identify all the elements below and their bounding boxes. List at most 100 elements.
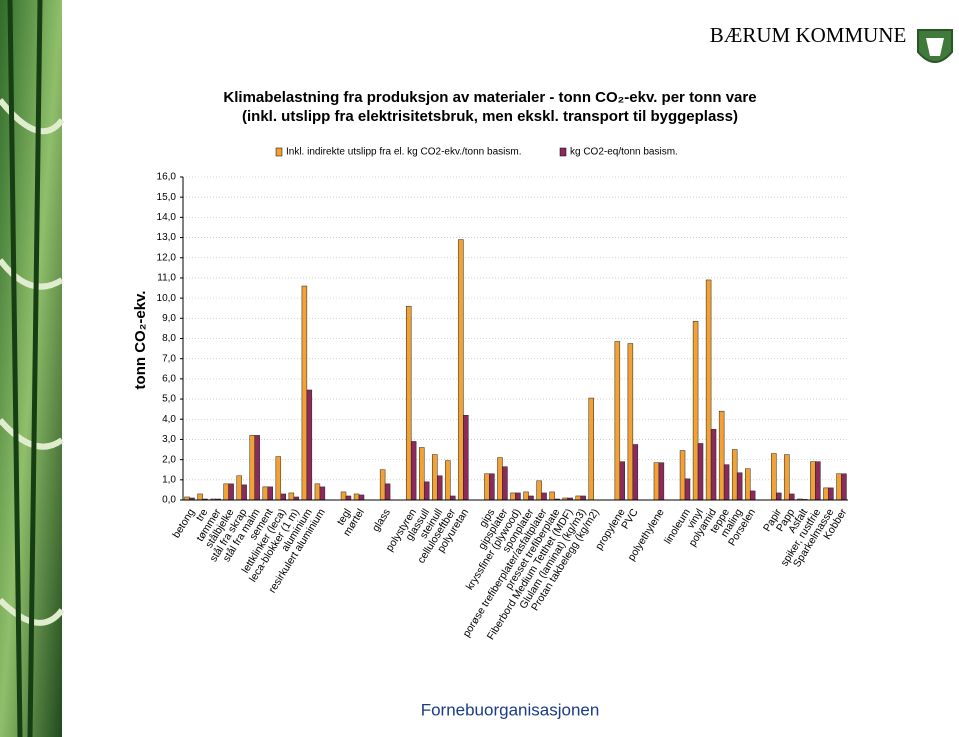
bar xyxy=(484,473,490,501)
chart-subtitle: (inkl. utslipp fra elektrisitetsbruk, me… xyxy=(242,108,738,125)
bar xyxy=(523,491,529,501)
bar xyxy=(432,454,438,501)
x-tick-label: betong xyxy=(170,507,197,541)
y-tick-label: 4,0 xyxy=(162,414,176,425)
bar xyxy=(588,397,594,501)
bar xyxy=(580,495,586,501)
bar xyxy=(306,389,313,501)
bar xyxy=(384,483,391,501)
y-tick-label: 2,0 xyxy=(162,454,176,465)
bar xyxy=(823,487,829,501)
bar xyxy=(423,481,430,501)
bar xyxy=(705,279,712,501)
bar xyxy=(789,493,795,501)
bar xyxy=(749,490,756,501)
y-tick-label: 12,0 xyxy=(157,252,177,263)
decor-strip xyxy=(0,0,65,737)
bar xyxy=(228,483,234,501)
bar xyxy=(776,492,782,501)
bar xyxy=(723,464,730,501)
y-tick-label: 8,0 xyxy=(162,333,176,344)
y-tick-label: 13,0 xyxy=(157,232,177,243)
y-tick-label: 9,0 xyxy=(162,313,176,324)
legend-swatch xyxy=(275,147,283,157)
org-name: BÆRUM KOMMUNE xyxy=(710,23,907,47)
chart-title: Klimabelastning fra produksjon av materi… xyxy=(223,89,756,106)
bar xyxy=(353,493,360,501)
bar xyxy=(463,414,469,501)
bar xyxy=(379,469,386,501)
y-tick-label: 6,0 xyxy=(162,374,176,385)
bar xyxy=(627,343,634,501)
logo-detail xyxy=(926,38,944,56)
bar xyxy=(223,483,229,501)
bar xyxy=(510,492,516,501)
bar xyxy=(249,435,255,501)
y-tick-label: 11,0 xyxy=(157,273,176,284)
bar xyxy=(736,472,743,501)
bar xyxy=(710,429,717,501)
bar xyxy=(314,483,321,501)
bar xyxy=(836,473,842,501)
bar xyxy=(445,460,451,501)
bar xyxy=(528,495,534,501)
bar xyxy=(815,461,821,501)
bar xyxy=(345,495,352,501)
bar xyxy=(405,305,412,501)
y-axis-label: tonn CO₂-ekv. xyxy=(132,291,149,390)
bar xyxy=(437,475,443,501)
bar xyxy=(771,453,777,501)
bar xyxy=(288,492,295,501)
footer: Fornebuorganisasjonen xyxy=(421,700,600,719)
bar xyxy=(619,461,626,501)
bar xyxy=(197,493,203,501)
bar xyxy=(718,410,725,501)
y-tick-label: 0,0 xyxy=(162,495,176,506)
bar xyxy=(254,435,260,501)
bar xyxy=(692,321,699,501)
bar xyxy=(262,486,269,501)
y-tick-label: 1,0 xyxy=(162,474,176,485)
bar xyxy=(450,495,456,501)
legend-swatch xyxy=(559,147,567,157)
bar xyxy=(632,444,639,501)
bar xyxy=(575,495,581,501)
y-tick-label: 7,0 xyxy=(162,353,176,364)
bar xyxy=(458,239,464,501)
legend-label: kg CO2-eq/tonn basism. xyxy=(570,147,678,158)
y-tick-label: 14,0 xyxy=(157,212,177,223)
bar xyxy=(489,473,495,501)
bar xyxy=(502,466,508,501)
bar xyxy=(697,443,704,501)
bar xyxy=(549,491,555,501)
bar xyxy=(828,487,834,501)
bar xyxy=(541,492,547,501)
bar xyxy=(319,486,326,501)
y-tick-label: 5,0 xyxy=(162,394,176,405)
bar xyxy=(419,447,425,501)
bar xyxy=(358,494,365,501)
bar xyxy=(684,478,691,501)
bar xyxy=(280,493,286,501)
bar xyxy=(810,461,816,501)
bar xyxy=(301,285,308,501)
bar xyxy=(841,473,847,501)
bar xyxy=(658,462,665,501)
bar xyxy=(653,462,660,501)
bar xyxy=(515,492,521,501)
x-tick-label: glass xyxy=(370,507,393,534)
bar xyxy=(241,484,247,501)
y-tick-label: 3,0 xyxy=(162,434,176,445)
bar xyxy=(536,480,542,501)
bar xyxy=(275,456,282,501)
bar xyxy=(731,449,738,501)
y-tick-label: 15,0 xyxy=(157,192,177,203)
y-tick-label: 10,0 xyxy=(157,293,177,304)
bar xyxy=(614,341,621,501)
x-tick-label: tre xyxy=(194,507,211,524)
bar xyxy=(410,441,417,501)
bar xyxy=(340,491,347,501)
legend-label: Inkl. indirekte utslipp fra el. kg CO2-e… xyxy=(286,147,521,158)
bar xyxy=(679,450,686,501)
